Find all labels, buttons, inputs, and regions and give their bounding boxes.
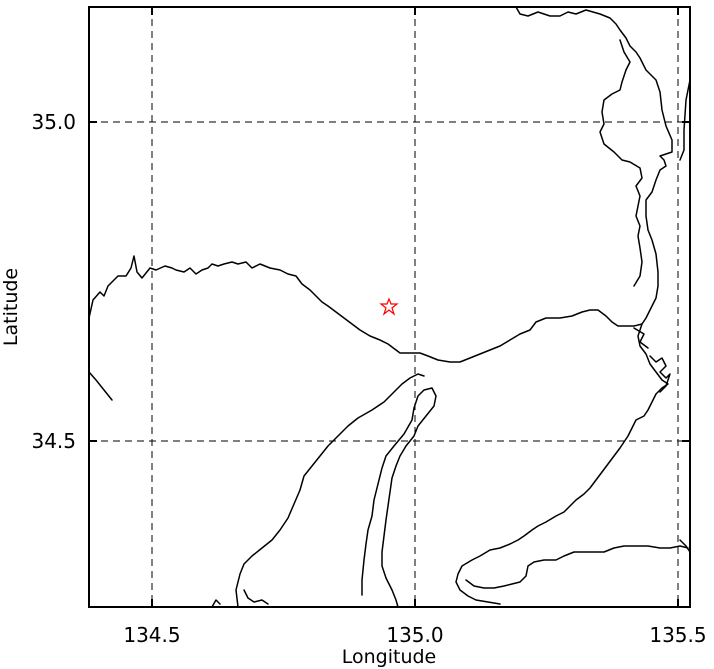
coastline-west-island (88, 371, 113, 401)
coastline-awaji-island (361, 387, 437, 608)
plot-area (89, 7, 690, 607)
epicenter-star-marker (379, 297, 399, 316)
x-tick-label-135-5: 135.5 (649, 623, 706, 647)
coastline-honshu-south (88, 6, 673, 363)
y-tick-label-35-0: 35.0 (31, 110, 76, 134)
coastline-shikoku-west-bits (211, 599, 221, 608)
axis-ticks (89, 7, 690, 607)
coastline-shikoku-east (235, 373, 425, 608)
x-tick-label-134-5: 134.5 (123, 623, 180, 647)
coastline-southeast-edge (679, 539, 691, 553)
coastline-kii-inner (465, 545, 689, 589)
coastline-bay-east-upper (679, 79, 691, 161)
coastline-shikoku-west-bits-2 (243, 589, 269, 605)
y-axis-label: Latitude (0, 268, 22, 346)
coastline-east-jags (649, 355, 671, 393)
x-tick-label-135-0: 135.0 (386, 623, 443, 647)
coastline-tango-east (599, 39, 643, 287)
x-axis-label: Longitude (342, 646, 437, 668)
y-tick-label-34-5: 34.5 (31, 429, 76, 453)
coastline-east-jags-2 (633, 327, 649, 349)
gridlines (89, 7, 690, 607)
plot-frame (88, 6, 691, 608)
coastlines (88, 6, 691, 608)
